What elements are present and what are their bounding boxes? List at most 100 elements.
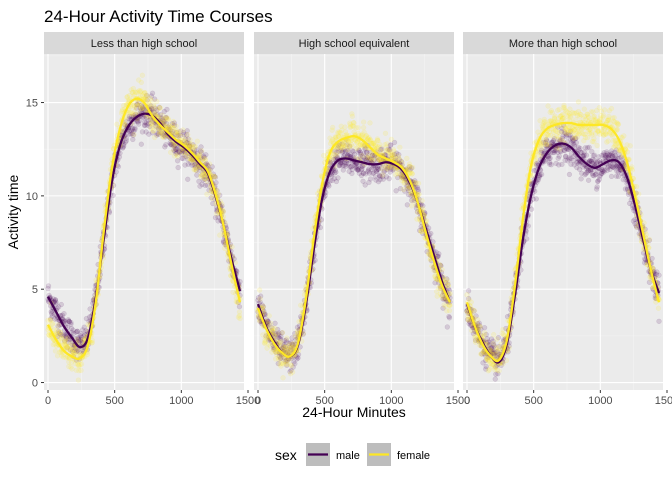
data-point (440, 305, 446, 311)
data-point (188, 157, 194, 164)
data-point (571, 153, 577, 160)
data-point (77, 336, 84, 342)
data-point (161, 119, 167, 125)
data-point (576, 147, 582, 153)
data-point (473, 313, 479, 319)
data-point (484, 356, 490, 362)
data-point (580, 154, 586, 160)
data-point (174, 145, 181, 151)
data-point (491, 361, 497, 368)
data-point (73, 346, 79, 352)
data-point (345, 148, 351, 154)
data-point (140, 105, 146, 111)
data-point (330, 155, 336, 161)
data-point (349, 137, 355, 143)
data-point (83, 328, 89, 334)
data-point (407, 167, 413, 173)
data-point (598, 171, 605, 177)
data-point (597, 173, 603, 180)
data-point (486, 342, 492, 349)
data-point (173, 151, 179, 157)
data-point (567, 128, 574, 134)
data-point (68, 340, 74, 346)
data-point (62, 342, 69, 348)
data-point (468, 299, 474, 305)
data-point (139, 92, 146, 98)
data-point (568, 151, 575, 157)
data-point (146, 120, 152, 127)
data-point (336, 144, 342, 151)
data-point (275, 326, 281, 333)
data-point (495, 334, 502, 341)
data-point (139, 72, 146, 78)
data-point (76, 352, 82, 358)
data-point (275, 355, 281, 361)
data-point (582, 172, 588, 178)
data-point (47, 333, 53, 339)
data-point (154, 106, 160, 113)
data-point (161, 108, 167, 115)
data-point (153, 111, 159, 118)
data-point (636, 191, 642, 197)
data-point (377, 177, 383, 183)
data-point (478, 351, 484, 357)
data-point (326, 183, 332, 189)
data-point (287, 369, 293, 375)
data-point (288, 367, 294, 374)
data-point (280, 375, 286, 381)
data-point (367, 176, 374, 182)
data-point (49, 313, 55, 320)
data-point (202, 176, 208, 182)
data-point (278, 339, 284, 345)
data-point (444, 277, 450, 283)
data-point (165, 117, 172, 123)
data-point (142, 94, 149, 101)
data-point (198, 154, 204, 161)
data-point (503, 357, 510, 364)
data-point (591, 136, 597, 142)
legend: sex male female (275, 443, 430, 466)
data-point (130, 89, 136, 96)
data-point (408, 165, 415, 171)
data-point (387, 152, 393, 158)
data-point (185, 136, 191, 142)
data-point (129, 126, 135, 132)
data-point (492, 365, 498, 371)
data-point (378, 146, 384, 153)
data-point (347, 163, 353, 170)
data-point (376, 172, 383, 178)
data-point (624, 149, 631, 155)
data-point (264, 345, 270, 351)
data-point (351, 129, 357, 135)
data-point (398, 174, 405, 180)
data-point (547, 142, 553, 148)
data-point (61, 339, 67, 345)
data-point (573, 140, 579, 146)
y-tick-label: 10 (26, 191, 38, 203)
data-point (149, 123, 156, 129)
data-point (144, 115, 150, 121)
data-point (78, 367, 84, 374)
data-point (366, 166, 372, 172)
x-tick-label: 500 (105, 395, 123, 407)
data-point (609, 150, 615, 157)
data-point (524, 236, 530, 242)
data-point (79, 339, 85, 345)
data-point (591, 173, 597, 179)
data-point (402, 179, 408, 186)
data-point (590, 172, 596, 178)
data-point (376, 157, 382, 163)
data-point (374, 145, 380, 151)
data-point (268, 326, 274, 332)
data-point (420, 203, 426, 209)
data-point (173, 146, 180, 153)
data-point (62, 338, 68, 344)
data-point (171, 122, 178, 129)
data-point (555, 136, 561, 143)
data-point (52, 297, 59, 303)
data-point (131, 128, 137, 134)
data-point (277, 336, 284, 342)
data-point (605, 138, 611, 144)
data-point (202, 175, 208, 181)
